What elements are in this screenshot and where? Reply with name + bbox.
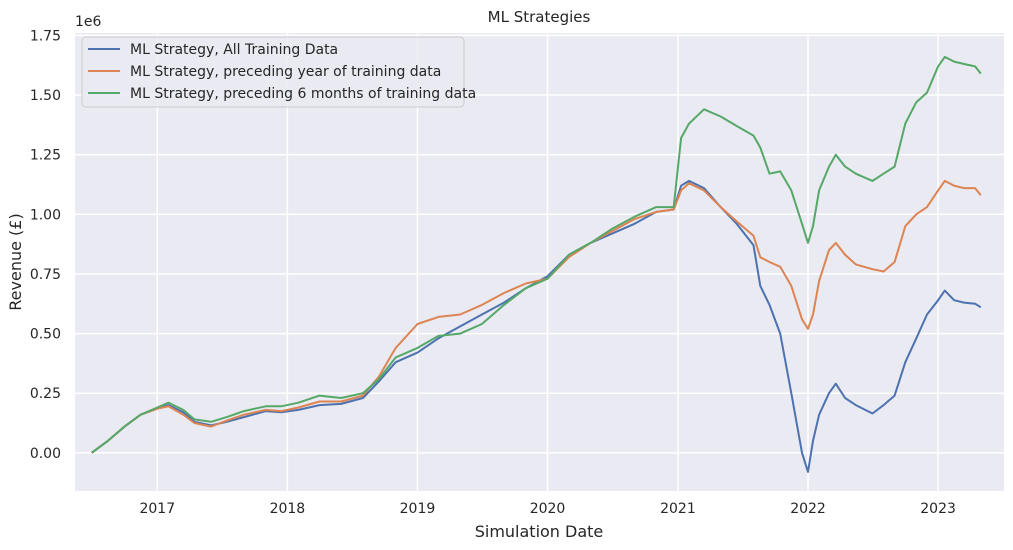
x-tick-label: 2021 [660, 501, 696, 517]
legend-box [81, 36, 465, 108]
legend-label-3: ML Strategy, preceding 6 months of train… [130, 86, 476, 102]
y-tick-label: 0.00 [30, 446, 61, 462]
y-offset-label: 1e6 [75, 14, 102, 30]
x-axis-ticks: 2017 2018 2019 2020 2021 2022 2023 [139, 501, 955, 517]
x-tick-label: 2022 [790, 501, 826, 517]
y-tick-label: 1.00 [30, 207, 61, 223]
x-tick-label: 2020 [530, 501, 566, 517]
legend-label-2: ML Strategy, preceding year of training … [130, 64, 441, 80]
x-tick-label: 2019 [400, 501, 436, 517]
y-axis-label: Revenue (£) [6, 213, 25, 310]
series-lines [91, 55, 982, 473]
chart-title: ML Strategies [488, 8, 591, 26]
y-tick-label: 0.50 [30, 327, 61, 343]
x-axis-label: Simulation Date [475, 522, 604, 541]
series-line-2 [91, 179, 982, 454]
y-tick-label: 1.25 [30, 148, 61, 164]
x-tick-label: 2018 [270, 501, 306, 517]
series-line-3 [91, 55, 982, 454]
y-tick-label: 0.75 [30, 267, 61, 283]
plot-area [75, 33, 1004, 491]
y-tick-label: 1.50 [30, 88, 61, 104]
grid-lines [75, 33, 1004, 491]
x-tick-label: 2017 [139, 501, 175, 517]
y-tick-label: 1.75 [30, 28, 61, 44]
legend: ML Strategy, All Training Data ML Strateg… [81, 36, 476, 108]
x-tick-label: 2023 [920, 501, 956, 517]
y-tick-label: 0.25 [30, 386, 61, 402]
y-axis-ticks: 0.00 0.25 0.50 0.75 1.00 1.25 1.50 1.75 [30, 28, 61, 461]
legend-label-1: ML Strategy, All Training Data [130, 42, 338, 58]
